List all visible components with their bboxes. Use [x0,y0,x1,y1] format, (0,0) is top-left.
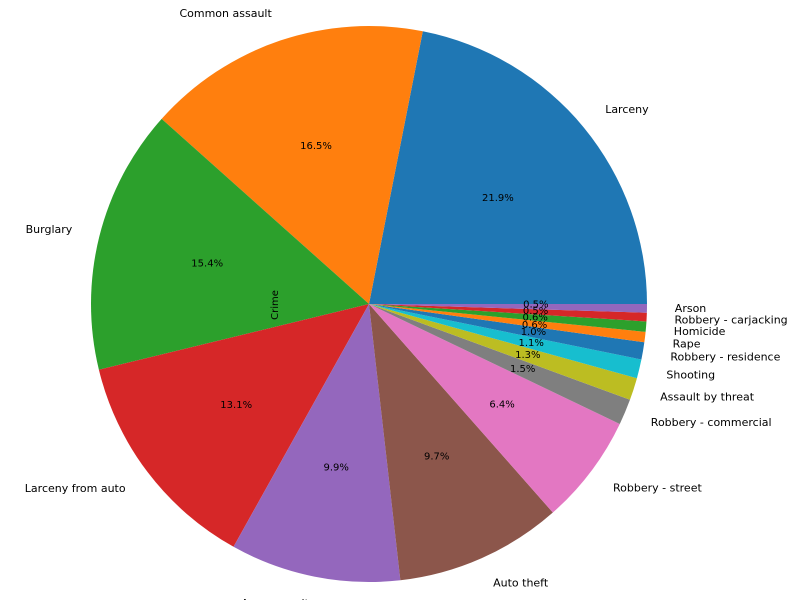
pie-slice-robbery-street [369,304,620,513]
slice-label: Arson [675,302,707,315]
slice-label: Auto theft [493,577,549,590]
pie-slice-agg-assault [233,304,401,582]
pie-labels: Larceny 21.9% Common assault 16.5% Burglary 1… [25,7,788,600]
slice-percent-label: 0.6% [522,313,547,324]
slice-percent-label: 1.1% [518,338,543,349]
slice-label: Robbery - carjacking [675,313,788,326]
slice-label: Robbery - street [613,481,702,494]
y-axis-label: Crime [270,290,281,320]
slice-label: Burglary [26,223,73,236]
pie-slice-robbery-commercial [369,304,630,424]
pie-slice-rape [369,304,646,343]
pie-slice-common-assault [161,26,423,304]
slice-percent-label: 1.3% [515,350,540,361]
slice-label: Agg. assault [241,597,309,600]
slice-label: Larceny [605,103,649,116]
slice-percent-label: 13.1% [220,400,252,411]
slice-label: Assault by threat [660,391,755,404]
slice-label: Robbery - commercial [651,416,772,429]
slice-percent-label: 16.5% [300,141,332,152]
slice-label: Larceny from auto [25,482,126,495]
slice-percent-label: 1.0% [521,327,546,338]
slice-percent-label: 21.9% [482,193,514,204]
pie-slice-shooting [369,304,642,379]
slice-percent-label: 0.5% [523,300,548,311]
pie-slices [91,26,647,582]
pie-slice-homicide [369,304,647,332]
slice-percent-label: 1.5% [510,364,535,375]
slice-label: Rape [673,337,701,350]
slice-percent-label: 0.6% [522,320,547,331]
pie-slice-burglary [91,118,369,370]
pie-slice-larceny-from-auto [98,304,369,547]
slice-label: Homicide [674,325,726,338]
slice-percent-label: 6.4% [489,400,514,411]
pie-slice-arson [369,304,647,313]
slice-percent-label: 15.4% [191,259,223,270]
slice-label: Shooting [666,368,715,381]
pie-slice-auto-theft [369,304,553,581]
pie-slice-assault-by-threat [369,304,637,400]
slice-label: Common assault [179,7,272,20]
slice-percent-label: 9.9% [323,463,348,474]
slice-label: Robbery - residence [670,351,780,364]
slice-percent-label: 9.7% [424,452,449,463]
pie-slice-larceny [369,31,647,304]
slice-percent-label: 0.5% [523,306,548,317]
pie-slice-robbery-residence [369,304,645,360]
pie-slice-robbery-carjacking [369,304,647,322]
